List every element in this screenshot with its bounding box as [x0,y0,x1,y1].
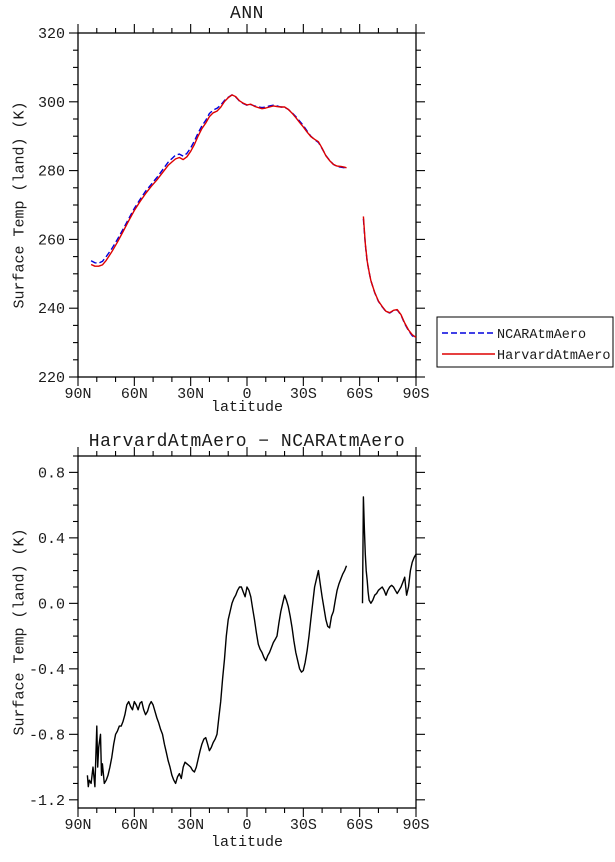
x-tick-label: 60S [346,386,373,403]
axes [69,447,425,817]
x-tick-label: 30N [177,817,204,834]
x-tick-label: 60S [346,817,373,834]
y-tick-label: -0.4 [29,662,65,679]
y-axis-label: Surface Temp (land) (K) [11,101,29,309]
plot-box [77,455,417,809]
ann-plot-canvas: 90N 60N 30N 0 30S 60S 90S 220 240 260 280 300 320 NCA… [38,24,614,403]
x-tick-label: 90N [64,386,91,403]
series-NCARAtmAero [90,94,347,264]
y-tick-label: 300 [38,95,65,112]
x-axis-label: latitude [210,399,283,416]
x-tick-label: 30N [177,386,204,403]
y-tick-label: 240 [38,301,65,318]
axes [69,24,425,386]
series-difference [361,496,417,604]
y-tick-label: 260 [38,232,65,249]
legend-entry-label: NCARAtmAero [497,328,586,343]
x-tick-label: 30S [290,817,317,834]
difference-plot-canvas: 90N 60N 30N 0 30S 60S 90S -1.2 -0.8 -0.4 0.0 0.4 0.8 [29,447,430,834]
x-tick-label: 90S [402,386,429,403]
x-tick-label: 90S [402,817,429,834]
difference-chart: 90N 60N 30N 0 30S 60S 90S -1.2 -0.8 -0.4 0.0 0.4 0.8… [0,430,615,862]
ann-temperature-chart: 90N 60N 30N 0 30S 60S 90S 220 240 260 280 300 320 NCA… [0,0,615,430]
y-axis-label: Surface Temp (land) (K) [11,528,29,736]
x-tick-label: 30S [290,386,317,403]
series-HarvardAtmAero [90,94,347,267]
chart-title: HarvardAtmAero − NCARAtmAero [88,432,406,452]
y-tick-label: 0.0 [38,596,65,613]
y-tick-label: 0.8 [38,465,65,482]
chart-title: ANN [230,4,264,24]
series-NCARAtmAero [362,218,417,340]
legend-box [436,316,614,368]
x-tick-label: 0 [242,817,251,834]
y-tick-label: 0.4 [38,531,65,548]
y-tick-label: -1.2 [29,793,65,810]
plot-box [77,32,417,378]
y-tick-label: 320 [38,26,65,43]
y-tick-label: -0.8 [29,727,65,744]
legend-entry-label: HarvardAtmAero [497,349,610,364]
x-axis-label: latitude [210,834,283,851]
legend: NCARAtmAero HarvardAtmAero [436,316,614,368]
x-tick-label: 90N [64,817,91,834]
x-tick-label: 60N [121,817,148,834]
series-difference [86,565,348,788]
x-tick-label: 0 [242,386,251,403]
y-tick-label: 280 [38,164,65,181]
x-tick-label: 60N [121,386,148,403]
series-HarvardAtmAero [362,216,417,338]
y-tick-label: 220 [38,370,65,387]
